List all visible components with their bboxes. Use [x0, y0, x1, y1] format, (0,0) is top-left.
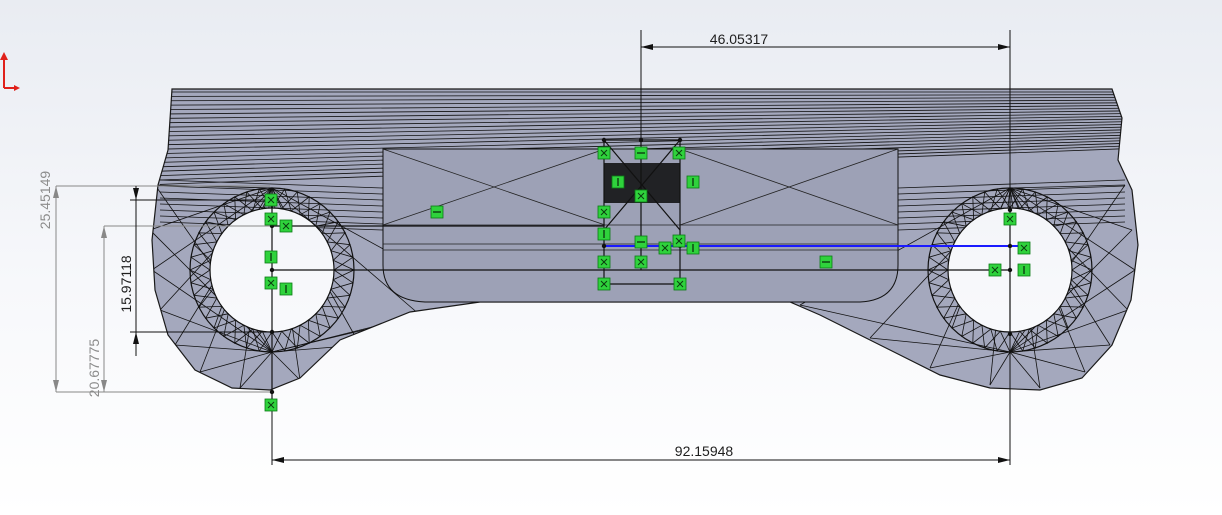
mesh-edge [159, 94, 1126, 97]
sketch-relation-icon[interactable] [634, 146, 648, 160]
sketch-relation-icon[interactable] [611, 175, 625, 189]
sketch-relation-icon[interactable] [819, 255, 833, 269]
sketch-relation-icon[interactable] [634, 235, 648, 249]
sketch-relation-icon[interactable] [988, 263, 1002, 277]
dimension-46-label[interactable]: 46.05317 [710, 31, 769, 47]
mesh-edge [929, 351, 1011, 369]
coordinate-triad-icon [0, 52, 20, 91]
sketch-relation-icon[interactable] [430, 205, 444, 219]
dimension-15-label[interactable]: 15.97118 [118, 255, 134, 313]
mesh-edge [159, 105, 1126, 115]
mesh-edge [159, 99, 1126, 106]
mesh-edge [159, 121, 1126, 141]
mesh-edge [1009, 187, 1129, 311]
dimension-92-label[interactable]: 92.15948 [675, 443, 734, 459]
dimension-20-label[interactable]: 20.67775 [86, 339, 102, 398]
sketch-relation-icon[interactable] [634, 189, 648, 203]
sketch-relation-icon[interactable] [672, 146, 686, 160]
mesh-edge [159, 110, 1126, 124]
mesh-edge [1009, 309, 1129, 353]
mesh-edge [154, 184, 273, 353]
dimension-92[interactable]: 92.15948 [271, 334, 1011, 465]
sketch-point[interactable] [638, 137, 644, 143]
sketch-relation-icon[interactable] [264, 212, 278, 226]
dimension-25[interactable]: 25.45149 [37, 171, 270, 393]
mesh-edge [239, 351, 273, 389]
sketch-relation-icon[interactable] [597, 255, 611, 269]
mesh-edge [1009, 351, 1041, 389]
sketch-relation-icon[interactable] [279, 282, 293, 296]
sketch-relations[interactable] [264, 146, 1031, 412]
mesh-edge [159, 115, 1126, 132]
sketch-relation-icon[interactable] [658, 241, 672, 255]
sketch-point[interactable] [601, 243, 607, 249]
mesh-edge [869, 187, 1011, 339]
dimension-46[interactable]: 46.05317 [640, 30, 1011, 210]
mesh-edge [897, 191, 1126, 201]
mesh-edge [929, 187, 1011, 369]
mesh-edge [159, 97, 1126, 102]
sketch-relation-icon[interactable] [672, 234, 686, 248]
dimension-25-label[interactable]: 25.45149 [37, 171, 53, 230]
sketch-point[interactable] [601, 137, 607, 143]
sketch-relation-icon[interactable] [686, 241, 700, 255]
mesh-edge [1009, 184, 1126, 353]
mesh-edge [897, 185, 1126, 195]
sketch-relation-icon[interactable] [597, 277, 611, 291]
mesh-edge [159, 124, 1126, 146]
sketch-relation-icon[interactable] [279, 219, 293, 233]
mesh-edge [159, 102, 1126, 110]
sketch-point[interactable] [269, 329, 275, 335]
sketch-relation-icon[interactable] [264, 250, 278, 264]
mesh-edge [897, 221, 1126, 231]
ring-mesh [189, 187, 355, 353]
sketch-relation-icon[interactable] [264, 193, 278, 207]
sketch-relation-icon[interactable] [686, 175, 700, 189]
sketch-relation-icon[interactable] [264, 398, 278, 412]
mesh-edge [159, 132, 1126, 159]
mesh-edge [159, 179, 384, 189]
mesh-edge [989, 351, 1011, 386]
sketch-relation-icon[interactable] [634, 255, 648, 269]
mesh-edge [897, 179, 1126, 189]
dimension-15[interactable]: 15.97118 [118, 186, 272, 356]
sketch-relation-icon[interactable] [1017, 241, 1031, 255]
sketch-relation-icon[interactable] [1003, 212, 1017, 226]
mesh-edge [159, 107, 1126, 119]
sketch-relation-icon[interactable] [597, 227, 611, 241]
sketch-point[interactable] [1007, 243, 1013, 249]
ring-mesh [190, 188, 354, 352]
sketch-relation-icon[interactable] [673, 277, 687, 291]
mesh-edge [199, 187, 273, 373]
mesh-edge [152, 269, 273, 353]
sketch-point[interactable] [269, 389, 275, 395]
mesh-edge [1009, 229, 1133, 353]
sketch-point[interactable] [1007, 207, 1013, 213]
mesh-edge [1009, 351, 1086, 373]
sketch-point[interactable] [1007, 331, 1013, 337]
sketch-point[interactable] [677, 137, 683, 143]
mesh-edge [159, 129, 1126, 154]
mesh-edge [159, 126, 1126, 150]
mesh-edge [174, 187, 273, 346]
sketch-point[interactable] [1007, 267, 1013, 273]
mesh-edge [1009, 187, 1111, 346]
mesh-edge [159, 118, 1126, 137]
sketch-relation-icon[interactable] [597, 205, 611, 219]
mesh-edge [159, 113, 1126, 128]
sketch-relation-icon[interactable] [1017, 263, 1031, 277]
mesh-edge [897, 197, 1126, 207]
mesh-edge [869, 337, 1011, 353]
dimension-20[interactable]: 20.67775 [86, 225, 272, 398]
sketch-point[interactable] [269, 267, 275, 273]
sketch-relation-icon[interactable] [264, 276, 278, 290]
mesh-edge [1009, 184, 1126, 189]
sketch-relation-icon[interactable] [597, 146, 611, 160]
mesh-edge [1009, 187, 1086, 373]
mesh-edge [271, 351, 301, 381]
mesh-edge [199, 351, 273, 373]
